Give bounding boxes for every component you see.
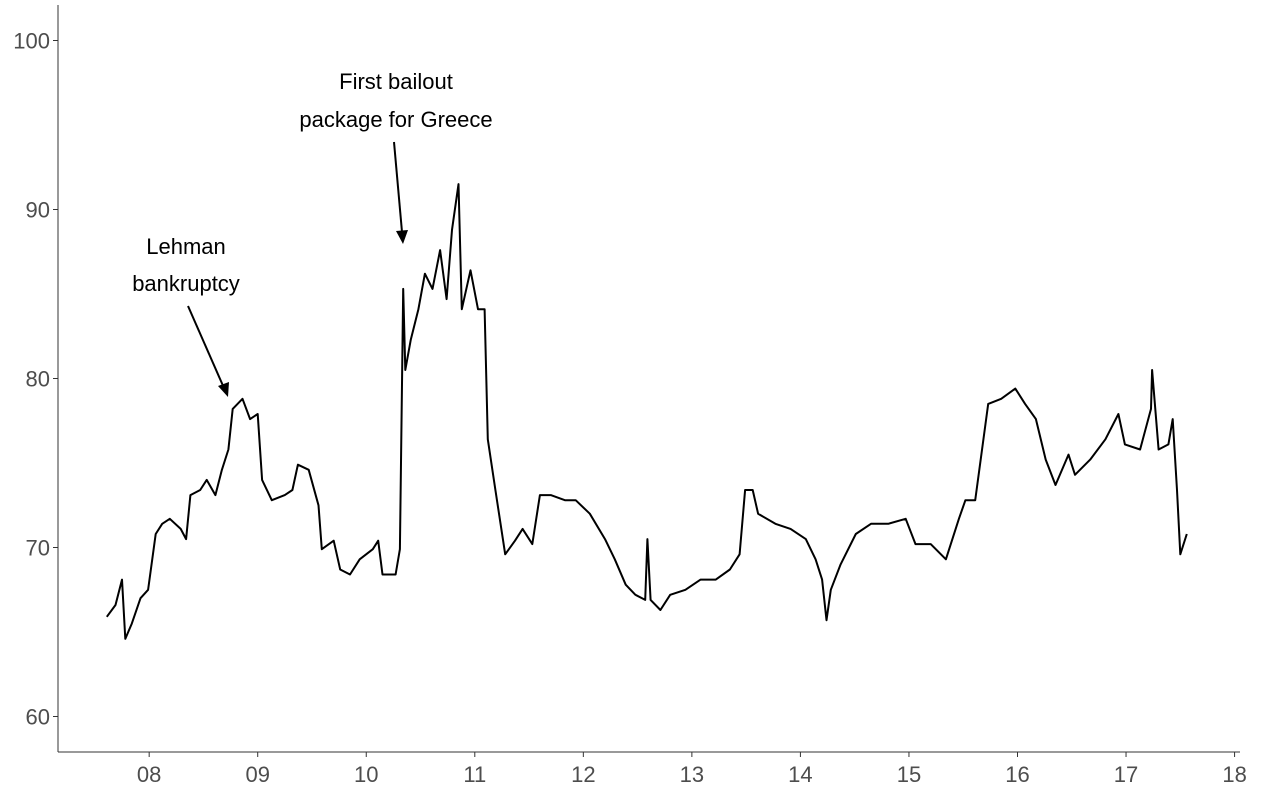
- x-tick-label: 17: [1114, 762, 1138, 787]
- y-tick-label: 100: [13, 28, 50, 53]
- x-tick-label: 12: [571, 762, 595, 787]
- x-tick-label: 11: [463, 762, 486, 787]
- x-tick-label: 16: [1005, 762, 1029, 787]
- x-tick-label: 15: [897, 762, 921, 787]
- line-series: [105, 183, 1188, 640]
- y-tick-label: 60: [26, 705, 50, 730]
- annotation-text: bankruptcy: [132, 271, 240, 296]
- x-tick-label: 09: [245, 762, 269, 787]
- arrow-head: [218, 382, 229, 397]
- annotation-text: First bailout: [339, 69, 453, 94]
- y-tick-label: 80: [26, 367, 50, 392]
- arrow-head: [396, 230, 408, 244]
- x-tick-label: 18: [1222, 762, 1246, 787]
- y-tick-label: 90: [26, 197, 50, 222]
- x-tick-label: 10: [354, 762, 378, 787]
- annotation-text: package for Greece: [299, 107, 492, 132]
- x-tick-label: 13: [680, 762, 704, 787]
- annotation-arrow: [187, 305, 225, 389]
- x-tick-label: 08: [137, 762, 161, 787]
- annotation-arrow: [393, 141, 403, 233]
- x-tick-label: 14: [788, 762, 812, 787]
- y-tick-label: 70: [26, 536, 50, 561]
- annotation-text: Lehman: [146, 234, 226, 259]
